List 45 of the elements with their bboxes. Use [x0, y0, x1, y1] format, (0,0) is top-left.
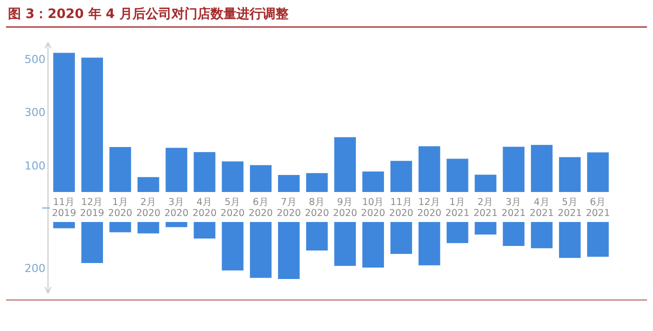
bar [53, 52, 75, 192]
x-tick-label: 9月 2020 [332, 197, 358, 219]
bar [418, 146, 440, 192]
y-tick-label: 500 [24, 52, 46, 66]
x-tick-label: 10月 2020 [361, 197, 386, 219]
bar [166, 148, 188, 192]
bar [81, 58, 103, 192]
bar [559, 157, 581, 192]
bar [278, 174, 300, 192]
x-tick-label: 11月 2020 [389, 197, 414, 219]
x-tick-label: 1月 2021 [445, 197, 470, 219]
x-tick-label: 7月 2020 [276, 197, 301, 219]
x-tick-label: 12月 2020 [417, 197, 442, 219]
x-tick-label: 4月 2021 [530, 197, 554, 219]
x-tick-label: 12月 2019 [80, 197, 104, 219]
bar [587, 152, 609, 192]
bar [194, 152, 216, 192]
bar [530, 144, 553, 192]
text: 200 [24, 262, 46, 275]
bar [109, 147, 132, 192]
bar [138, 177, 160, 192]
chart-title: 图 3：2020 年 4 月后公司对门店数量进行调整 [8, 6, 290, 22]
bar [390, 160, 412, 192]
y-tick-label: 100 [24, 159, 46, 172]
x-tick-label: 5月 2021 [558, 197, 582, 219]
x-tick-label: 8月 2020 [304, 197, 330, 219]
x-tick-label: 3月 2020 [164, 197, 189, 219]
bar [222, 161, 244, 192]
x-tick-label: 5月 2020 [220, 197, 245, 219]
x-tick-label: 4月 2020 [192, 197, 217, 219]
bar [306, 173, 328, 192]
bar [474, 174, 496, 192]
bar [334, 137, 356, 192]
bar [502, 146, 524, 192]
x-tick-label: 2月 2021 [473, 197, 498, 219]
x-tick-label: 2月 2020 [136, 197, 160, 219]
x-tick-label: 6月 2020 [248, 197, 273, 219]
x-tick-label: 6月 2021 [586, 197, 610, 219]
y-tick-label: 300 [24, 106, 46, 120]
x-tick-label: 3月 2021 [502, 197, 526, 219]
bar [446, 158, 468, 192]
x-tick-label: 11月 2019 [52, 197, 76, 219]
bar [250, 165, 272, 192]
bar [362, 172, 384, 192]
x-tick-label: 1月 2020 [108, 197, 132, 219]
